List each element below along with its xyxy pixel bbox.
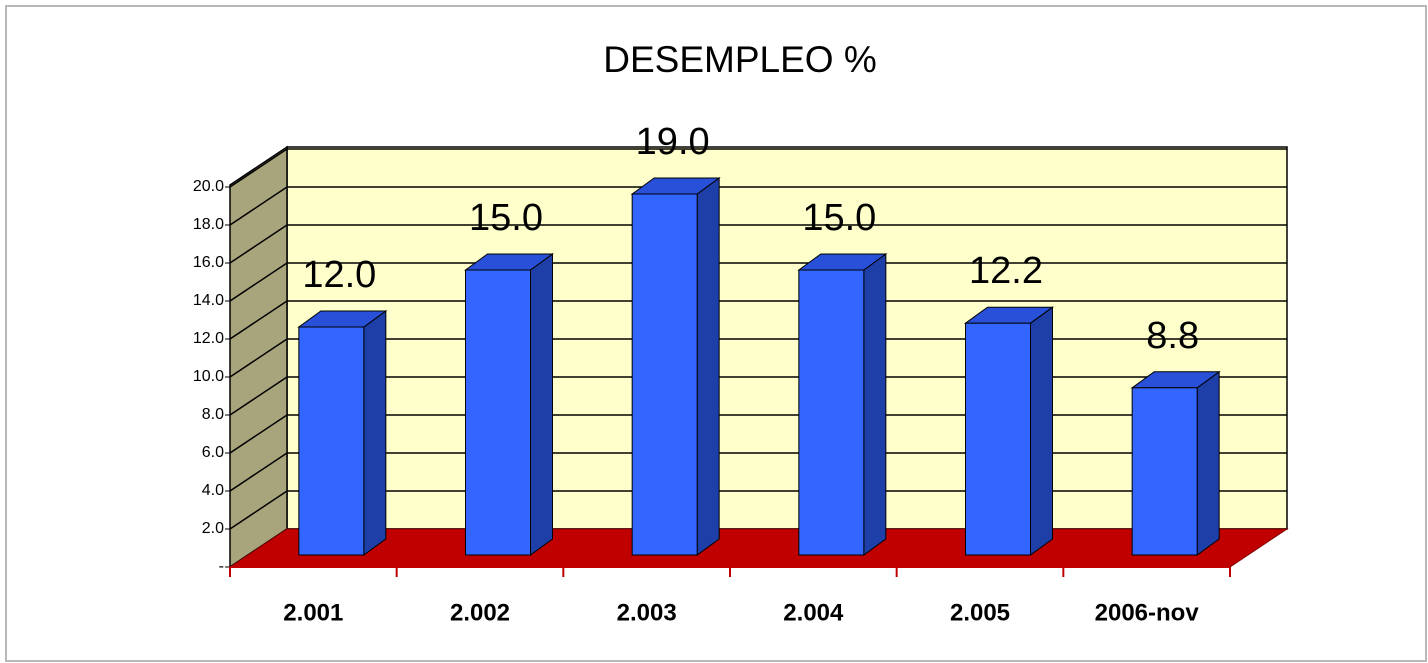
bar-side bbox=[363, 310, 387, 556]
y-tick-label: 10.0 bbox=[193, 368, 224, 385]
bar-front bbox=[465, 269, 531, 556]
value-label: 15.0 bbox=[802, 197, 876, 239]
grid-line-side bbox=[229, 186, 288, 226]
y-tick-label: 20.0 bbox=[193, 178, 224, 195]
value-label: 19.0 bbox=[636, 121, 710, 163]
grid-line-side bbox=[229, 490, 288, 530]
grid-line-side bbox=[229, 452, 288, 492]
chart-title: DESEMPLEO % bbox=[603, 39, 876, 80]
bar bbox=[297, 310, 388, 556]
y-tick-label: - bbox=[219, 558, 224, 575]
value-label: 12.0 bbox=[302, 254, 376, 296]
x-tick-label: 2.004 bbox=[783, 599, 844, 626]
bar bbox=[963, 306, 1055, 556]
bar-front bbox=[1131, 387, 1198, 556]
y-tick-label: 2.0 bbox=[202, 520, 224, 537]
bar bbox=[1130, 370, 1221, 556]
value-label: 15.0 bbox=[469, 197, 543, 239]
bar bbox=[797, 253, 888, 556]
y-tick-label: 4.0 bbox=[202, 482, 224, 499]
bar-side bbox=[530, 253, 553, 556]
grid-line-side bbox=[229, 224, 288, 264]
bar-side bbox=[863, 253, 887, 556]
bar-front bbox=[631, 193, 698, 556]
grid-line-side bbox=[229, 338, 288, 378]
grid-line-side bbox=[229, 148, 288, 188]
bar-front bbox=[298, 326, 365, 556]
value-label: 8.8 bbox=[1146, 315, 1199, 357]
y-tick-label: 6.0 bbox=[202, 444, 224, 461]
bar-side bbox=[696, 177, 720, 556]
x-tick-label: 2.003 bbox=[617, 599, 677, 626]
grid-line-side bbox=[229, 300, 288, 340]
side-wall bbox=[229, 145, 288, 569]
bar bbox=[630, 177, 721, 556]
bar-front bbox=[965, 322, 1031, 556]
y-tick-label: 18.0 bbox=[193, 216, 224, 233]
x-tick-label: 2.001 bbox=[283, 599, 343, 626]
grid-line-side bbox=[229, 376, 288, 416]
floor bbox=[228, 528, 1289, 568]
y-tick-label: 8.0 bbox=[202, 406, 224, 423]
bar-side bbox=[1196, 370, 1220, 556]
bar bbox=[463, 253, 555, 556]
x-tick-label: 2.005 bbox=[950, 599, 1010, 626]
bar-side bbox=[1030, 306, 1053, 556]
grid-line-side bbox=[229, 414, 288, 454]
y-tick-label: 14.0 bbox=[193, 292, 224, 309]
grid-line-side bbox=[229, 262, 288, 302]
x-tick-label: 2006-nov bbox=[1095, 599, 1200, 626]
bar-front bbox=[798, 269, 865, 556]
y-tick-label: 16.0 bbox=[193, 254, 224, 271]
x-tick-label: 2.002 bbox=[450, 599, 510, 626]
y-tick-label: 12.0 bbox=[193, 330, 224, 347]
value-label: 12.2 bbox=[969, 250, 1043, 292]
